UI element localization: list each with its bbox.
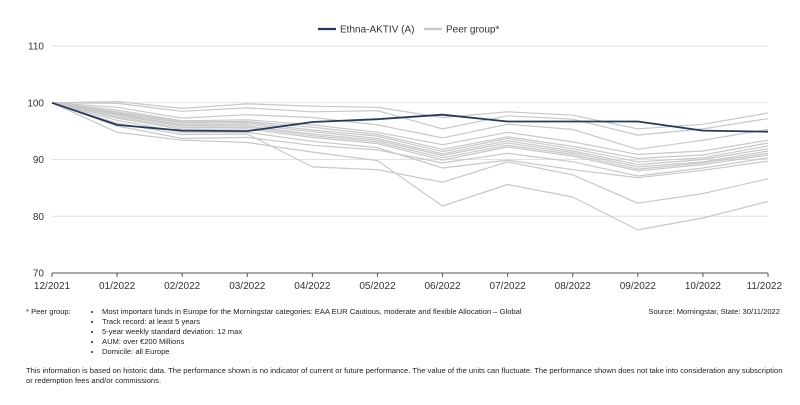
criteria-item: Domicile: all Europe <box>102 347 522 357</box>
x-tick-label: 03/2022 <box>229 281 266 292</box>
y-tick-label: 70 <box>33 269 45 280</box>
peer-group-criteria: Most important funds in Europe for the M… <box>88 307 522 357</box>
x-tick-label: 04/2022 <box>294 281 331 292</box>
y-tick-label: 100 <box>27 98 44 109</box>
x-tick-label: 09/2022 <box>620 281 657 292</box>
x-tick-label: 08/2022 <box>555 281 592 292</box>
x-tick-label: 11/2022 <box>747 281 783 292</box>
y-tick-label: 90 <box>33 155 45 166</box>
series-line-peer <box>51 102 769 172</box>
series-line-peer <box>51 102 769 168</box>
criteria-item: 5-year weekly standard deviation: 12 max <box>102 327 522 337</box>
series-line-peer <box>51 100 769 130</box>
series-line-peer <box>51 102 769 150</box>
legend-peer-label: Peer group* <box>446 25 499 36</box>
series-line-peer <box>51 102 769 163</box>
series-line-peer <box>51 102 769 231</box>
x-tick-label: 07/2022 <box>490 281 527 292</box>
criteria-item: AUM: over €200 Millions <box>102 337 522 347</box>
disclaimer-text: This information is based on historic da… <box>26 366 783 385</box>
peer-group-notes: * Peer group: Most important funds in Eu… <box>26 307 786 357</box>
criteria-item: Most important funds in Europe for the M… <box>102 307 522 317</box>
source-note: Source: Morningstar, State: 30/11/2022 <box>648 307 780 316</box>
series-line-peer <box>51 102 769 159</box>
series-line-main <box>51 101 769 133</box>
criteria-item: Track record: at least 5 years <box>102 317 522 327</box>
series-line-peer <box>51 102 769 166</box>
chart-legend: Ethna-AKTIV (A) Peer group* <box>318 25 499 36</box>
series-line-peer <box>51 102 769 155</box>
grid-lines <box>52 45 768 217</box>
peer-group-label: * Peer group: <box>26 307 71 316</box>
series-line-peer <box>51 102 769 204</box>
series-line-peer <box>51 102 769 177</box>
main-series <box>51 101 769 133</box>
series-line-peer <box>51 102 769 136</box>
performance-chart: Ethna-AKTIV (A) Peer group* 70 80 90 100 110… <box>27 25 783 293</box>
x-tick-label: 02/2022 <box>164 281 201 292</box>
x-tick-label: 05/2022 <box>359 281 396 292</box>
series-line-peer <box>51 102 769 170</box>
y-tick-label: 80 <box>33 212 45 223</box>
x-tick-label: 01/2022 <box>99 281 136 292</box>
x-axis: 12/2021 01/2022 02/2022 03/2022 04/2022 05/20… <box>34 272 783 292</box>
peer-group-series <box>51 100 769 231</box>
y-axis-ticks: 70 80 90 100 110 <box>27 42 44 280</box>
y-tick-label: 110 <box>28 42 44 53</box>
x-tick-label: 12/2021 <box>34 281 71 292</box>
x-tick-label: 10/2022 <box>685 281 722 292</box>
x-tick-label: 06/2022 <box>424 281 461 292</box>
legend-main-label: Ethna-AKTIV (A) <box>340 25 414 36</box>
